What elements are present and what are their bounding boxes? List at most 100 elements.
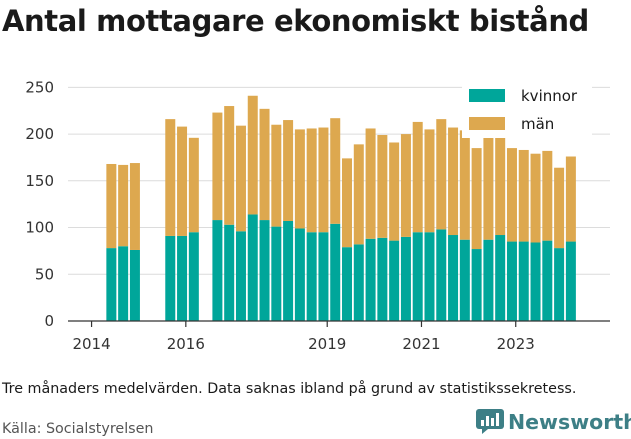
- chart-title: Antal mottagare ekonomiskt bistånd: [2, 4, 589, 38]
- y-axis-ticks: 0 50 100 150 200 250: [25, 78, 54, 330]
- bar-man: [330, 118, 341, 224]
- bar-kvinnor: [459, 239, 470, 321]
- y-tick-label: 250: [25, 78, 54, 96]
- bar-kvinnor: [448, 235, 459, 321]
- bar-man: [459, 130, 470, 240]
- bar-man: [495, 123, 506, 236]
- bar-kvinnor: [365, 238, 376, 321]
- bar-man: [318, 127, 329, 233]
- bar-kvinnor: [400, 236, 411, 321]
- bar-kvinnor: [330, 223, 341, 321]
- bar-kvinnor: [212, 220, 223, 321]
- bar-man: [283, 120, 294, 221]
- bar-kvinnor: [271, 226, 282, 321]
- stacked-bar-chart: 0 50 100 150 200 250 2014 2016 2019 2021 2023 kvi…: [25, 78, 610, 353]
- bar-kvinnor: [106, 248, 117, 321]
- legend-label: män: [521, 115, 554, 133]
- bar-kvinnor: [177, 235, 188, 321]
- bar-man: [212, 112, 223, 221]
- y-tick-label: 50: [35, 265, 54, 283]
- bar-kvinnor: [247, 214, 258, 321]
- bar-kvinnor: [129, 249, 140, 321]
- bar-kvinnor: [554, 248, 565, 321]
- bar-man: [129, 163, 140, 250]
- bar-man: [106, 163, 117, 249]
- x-tick-label: 2023: [497, 335, 535, 353]
- bar-man: [483, 124, 494, 240]
- bar-man: [365, 128, 376, 239]
- x-tick-label: 2014: [72, 335, 110, 353]
- bar-kvinnor: [283, 220, 294, 321]
- bar-man: [188, 137, 199, 233]
- bar-man: [271, 124, 282, 227]
- bar-man: [565, 156, 576, 242]
- bar-man: [177, 126, 188, 236]
- bar-kvinnor: [235, 231, 246, 321]
- bar-man: [247, 95, 258, 215]
- bar-kvinnor: [412, 232, 423, 321]
- bar-man: [377, 135, 388, 238]
- legend-swatch: [469, 117, 505, 130]
- bar-kvinnor: [318, 232, 329, 321]
- x-axis: 2014 2016 2019 2021 2023: [68, 320, 610, 353]
- bar-kvinnor: [530, 242, 541, 321]
- legend-swatch: [469, 89, 505, 102]
- bar-kvinnor: [306, 232, 317, 321]
- bar-man: [306, 128, 317, 233]
- bar-kvinnor: [542, 240, 553, 321]
- x-tick-label: 2016: [167, 335, 205, 353]
- bar-man: [353, 144, 364, 245]
- bar-kvinnor: [342, 247, 353, 321]
- bar-kvinnor: [118, 246, 129, 321]
- y-tick-label: 0: [44, 312, 54, 330]
- bar-kvinnor: [518, 241, 529, 321]
- bar-kvinnor: [188, 232, 199, 321]
- bar-man: [400, 134, 411, 237]
- bar-man: [235, 125, 246, 232]
- brand-logo: Newsworthy: [476, 409, 631, 434]
- bar-kvinnor: [259, 220, 270, 321]
- bar-kvinnor: [506, 241, 517, 321]
- bar-man: [436, 119, 447, 230]
- bar-man: [530, 153, 541, 243]
- bar-man: [506, 148, 517, 242]
- chart-caption: Tre månaders medelvärden. Data saknas ib…: [2, 381, 577, 397]
- bar-man: [542, 150, 553, 241]
- bar-kvinnor: [224, 224, 235, 321]
- bars: [106, 95, 576, 321]
- bar-man: [165, 119, 176, 236]
- bar-kvinnor: [389, 240, 400, 321]
- bar-kvinnor: [353, 244, 364, 321]
- bar-man: [424, 129, 435, 233]
- bar-kvinnor: [471, 249, 482, 321]
- x-tick-label: 2021: [402, 335, 440, 353]
- bar-man: [518, 149, 529, 242]
- bar-man: [448, 127, 459, 236]
- y-tick-label: 150: [25, 172, 54, 190]
- bar-kvinnor: [565, 241, 576, 321]
- bar-man: [294, 129, 305, 229]
- bar-man: [412, 121, 423, 233]
- bar-man: [554, 167, 565, 249]
- legend-label: kvinnor: [521, 87, 578, 105]
- bar-kvinnor: [495, 235, 506, 321]
- bar-kvinnor: [424, 232, 435, 321]
- x-tick-label: 2019: [308, 335, 346, 353]
- bar-kvinnor: [377, 237, 388, 321]
- bar-man: [389, 142, 400, 241]
- y-tick-label: 100: [25, 219, 54, 237]
- bar-man: [118, 164, 129, 247]
- bar-man: [342, 158, 353, 248]
- bar-kvinnor: [483, 239, 494, 321]
- bar-man: [471, 148, 482, 250]
- bar-kvinnor: [294, 228, 305, 321]
- brand-name: Newsworthy: [508, 409, 631, 434]
- newsworthy-logo-icon: [476, 409, 504, 434]
- source-note: Källa: Socialstyrelsen: [2, 421, 154, 437]
- y-tick-label: 200: [25, 125, 54, 143]
- bar-kvinnor: [436, 229, 447, 321]
- bar-man: [224, 106, 235, 225]
- legend: kvinnor män: [462, 80, 592, 138]
- bar-man: [259, 108, 270, 221]
- bar-kvinnor: [165, 235, 176, 321]
